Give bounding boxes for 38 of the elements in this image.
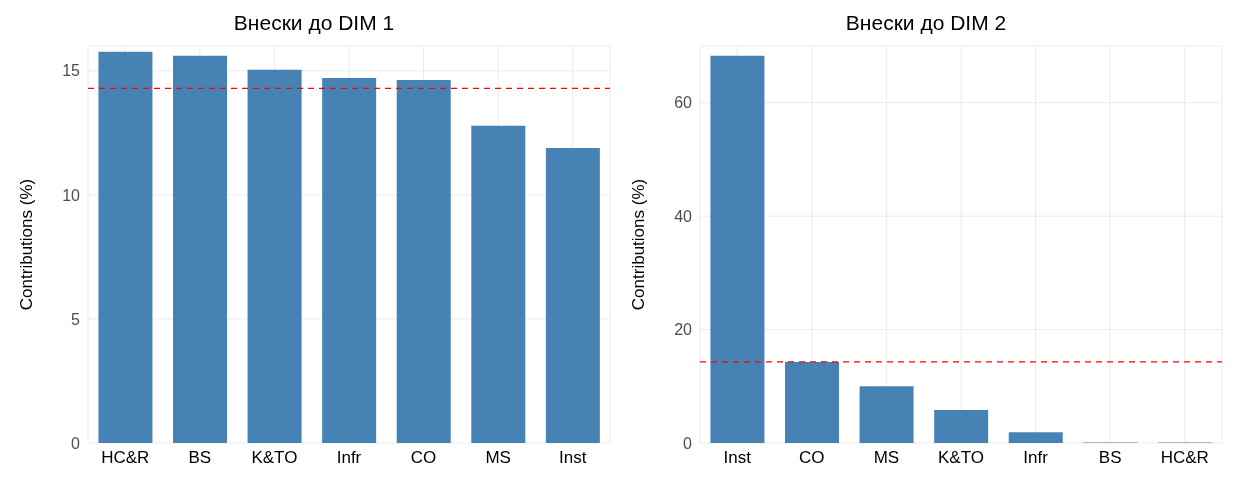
y-tick-label: 0 <box>71 434 81 452</box>
y-tick-label: 5 <box>71 310 81 328</box>
bar <box>545 147 600 443</box>
x-tick-label: BS <box>188 448 212 468</box>
bar <box>471 125 526 443</box>
y-tick-label: 0 <box>683 434 693 452</box>
y-tick-label: 40 <box>674 207 693 225</box>
bar <box>98 51 153 443</box>
y-tick-label: 20 <box>674 321 693 339</box>
chart-title: Внески до DIM 1 <box>232 10 396 36</box>
x-tick-label: Infr <box>336 448 362 468</box>
x-tick-label: MS <box>485 448 511 468</box>
x-tick-label: BS <box>1098 448 1122 468</box>
bar <box>710 55 765 443</box>
x-tick-label: Inst <box>559 448 587 468</box>
chart-title: Внески до DIM 2 <box>844 10 1008 36</box>
bar <box>396 79 451 443</box>
bar <box>934 410 989 443</box>
y-tick-label: 10 <box>62 186 81 204</box>
x-tick-label: CO <box>410 448 437 468</box>
x-tick-label: K&TO <box>251 448 298 468</box>
bar <box>173 55 228 443</box>
x-tick-label: K&TO <box>938 448 984 468</box>
bar <box>1008 432 1063 443</box>
y-tick-label: 60 <box>674 94 693 112</box>
x-tick-label: HC&R <box>1160 448 1209 468</box>
y-axis-title: Contributions (%) <box>629 178 649 311</box>
x-tick-label: Inst <box>723 448 752 468</box>
y-tick-label: 15 <box>62 62 81 80</box>
y-axis-title: Contributions (%) <box>17 178 37 311</box>
bar <box>247 69 302 443</box>
bar <box>322 78 377 443</box>
bar <box>859 386 914 443</box>
bar <box>785 361 840 443</box>
x-tick-label: HC&R <box>101 448 150 468</box>
x-tick-label: CO <box>799 448 825 468</box>
x-tick-label: Infr <box>1023 448 1049 468</box>
x-tick-label: MS <box>873 448 900 468</box>
